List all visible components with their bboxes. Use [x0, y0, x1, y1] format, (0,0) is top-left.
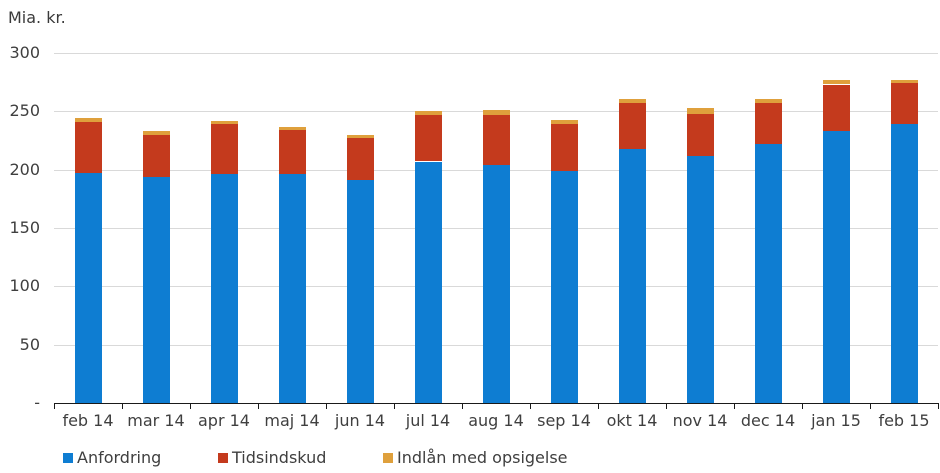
- bar-jun14-tidsindskud: [346, 138, 374, 181]
- bar-nov14-indlån-med-opsigelse: [686, 107, 714, 114]
- legend-swatch-icon: [383, 453, 393, 463]
- x-axis-label-feb14: feb 14: [62, 411, 114, 430]
- x-axis-tick: [666, 404, 667, 409]
- bar-jun14-anfordring: [346, 180, 374, 403]
- legend-swatch-icon: [63, 453, 73, 463]
- bar-feb14-indlån-med-opsigelse: [74, 118, 102, 122]
- bar-mar14-tidsindskud: [142, 134, 170, 177]
- x-axis-label-sep14: sep 14: [537, 411, 591, 430]
- bar-jan15-anfordring: [822, 131, 850, 403]
- x-axis-label-apr14: apr 14: [198, 411, 250, 430]
- y-axis-label-300: 300: [9, 43, 40, 62]
- x-axis-tick: [598, 404, 599, 409]
- bar-feb15-tidsindskud: [890, 83, 918, 125]
- bar-sep14-indlån-med-opsigelse: [550, 119, 578, 125]
- x-axis-label-dec14: dec 14: [740, 411, 796, 430]
- bar-jan15-tidsindskud: [822, 84, 850, 132]
- x-axis-label-maj14: maj 14: [264, 411, 320, 430]
- x-axis-tick: [54, 404, 55, 409]
- bar-dec14-indlån-med-opsigelse: [754, 98, 782, 104]
- x-axis-tick: [734, 404, 735, 409]
- legend-label: Anfordring: [77, 448, 162, 467]
- bar-feb14-tidsindskud: [74, 121, 102, 174]
- x-axis-label-jul14: jul 14: [405, 411, 451, 430]
- bar-mar14-indlån-med-opsigelse: [142, 131, 170, 135]
- x-axis-label-nov14: nov 14: [672, 411, 728, 430]
- y-axis-label-50: 50: [19, 335, 40, 354]
- x-axis-label-feb15: feb 15: [878, 411, 930, 430]
- bar-apr14-indlån-med-opsigelse: [210, 120, 238, 125]
- bar-mar14-anfordring: [142, 176, 170, 403]
- x-axis-tick: [122, 404, 123, 409]
- x-axis-line: [54, 403, 939, 404]
- bar-dec14-tidsindskud: [754, 103, 782, 144]
- x-axis-label-okt14: okt 14: [606, 411, 658, 430]
- x-axis-label-mar14: mar 14: [127, 411, 185, 430]
- gridline-300: [54, 53, 938, 54]
- y-axis-label-250: 250: [9, 101, 40, 120]
- bar-jul14-anfordring: [414, 161, 442, 403]
- bar-sep14-anfordring: [550, 170, 578, 403]
- bar-aug14-indlån-med-opsigelse: [482, 110, 510, 115]
- bar-aug14-anfordring: [482, 165, 510, 403]
- x-axis-tick: [190, 404, 191, 409]
- bar-nov14-anfordring: [686, 155, 714, 403]
- bar-jun14-indlån-med-opsigelse: [346, 134, 374, 139]
- bar-sep14-tidsindskud: [550, 124, 578, 171]
- x-axis-label-aug14: aug 14: [468, 411, 524, 430]
- x-axis-tick: [530, 404, 531, 409]
- bar-maj14-indlån-med-opsigelse: [278, 126, 306, 130]
- bar-feb15-anfordring: [890, 124, 918, 403]
- y-axis-unit-title: Mia. kr.: [8, 8, 66, 27]
- bar-apr14-anfordring: [210, 174, 238, 403]
- x-axis-tick: [938, 404, 939, 409]
- bar-okt14-tidsindskud: [618, 103, 646, 149]
- x-axis-tick: [462, 404, 463, 409]
- bar-jan15-indlån-med-opsigelse: [822, 79, 850, 85]
- bar-jul14-indlån-med-opsigelse: [414, 111, 442, 115]
- x-axis-tick: [870, 404, 871, 409]
- y-axis-label--: -: [34, 393, 40, 412]
- x-axis-tick: [394, 404, 395, 409]
- bar-dec14-anfordring: [754, 144, 782, 403]
- x-axis-tick: [326, 404, 327, 409]
- bar-maj14-anfordring: [278, 174, 306, 403]
- y-axis-label-150: 150: [9, 218, 40, 237]
- x-axis-tick: [802, 404, 803, 409]
- legend-swatch-icon: [218, 453, 228, 463]
- legend-label: Tidsindskud: [232, 448, 327, 467]
- y-axis-label-100: 100: [9, 276, 40, 295]
- x-axis-tick: [258, 404, 259, 409]
- y-axis-label-200: 200: [9, 160, 40, 179]
- x-axis-label-jun14: jun 14: [334, 411, 386, 430]
- bar-aug14-tidsindskud: [482, 114, 510, 165]
- legend: Anfordring Tidsindskud Indlån med opsigels…: [0, 446, 940, 470]
- bar-jul14-tidsindskud: [414, 114, 442, 162]
- bar-nov14-tidsindskud: [686, 113, 714, 156]
- x-axis-label-jan15: jan 15: [811, 411, 861, 430]
- bar-maj14-tidsindskud: [278, 130, 306, 175]
- legend-label: Indlån med opsigelse: [397, 448, 568, 467]
- bar-feb14-anfordring: [74, 173, 102, 403]
- bar-okt14-indlån-med-opsigelse: [618, 98, 646, 104]
- bar-okt14-anfordring: [618, 148, 646, 403]
- bar-feb15-indlån-med-opsigelse: [890, 79, 918, 84]
- bar-apr14-tidsindskud: [210, 124, 238, 175]
